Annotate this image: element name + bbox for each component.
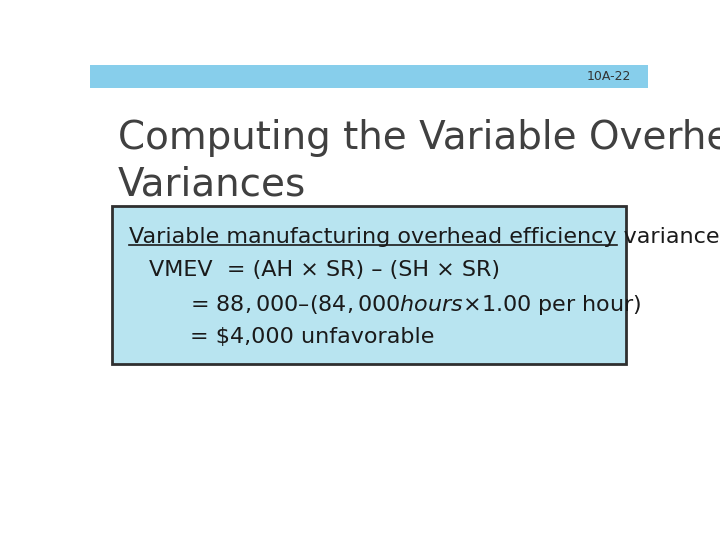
FancyBboxPatch shape xyxy=(112,206,626,364)
Text: VMEV  = (AH × SR) – (SH × SR): VMEV = (AH × SR) – (SH × SR) xyxy=(148,260,500,280)
Text: Computing the Variable Overhead
Variances: Computing the Variable Overhead Variance… xyxy=(118,119,720,204)
Text: 10A-22: 10A-22 xyxy=(587,70,631,83)
Text: = $4,000 unfavorable: = $4,000 unfavorable xyxy=(190,327,435,347)
Text: Variable manufacturing overhead efficiency variance: Variable manufacturing overhead efficien… xyxy=(129,227,719,247)
Text: = $88,000 – (84,000 hours × $1.00 per hour): = $88,000 – (84,000 hours × $1.00 per ho… xyxy=(190,294,642,318)
FancyBboxPatch shape xyxy=(90,65,648,87)
